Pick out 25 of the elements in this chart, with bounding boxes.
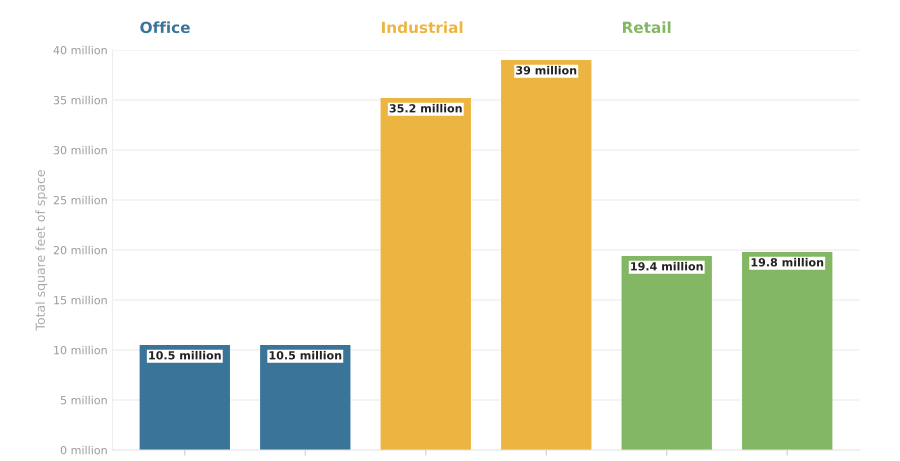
data-label: 19.8 million	[752, 258, 824, 267]
data-label: 10.5 million	[270, 350, 342, 360]
data-label: 35.2 million	[390, 104, 462, 113]
y-tick-label: 35 million	[54, 96, 107, 104]
y-tick-label: 30 million	[54, 146, 107, 154]
text: Office	[140, 21, 190, 34]
data-label: 39 million	[516, 66, 576, 75]
y-axis-title: Total square feet of space	[35, 170, 48, 331]
y-tick-label: 15 million	[54, 296, 107, 304]
text: Retail	[622, 21, 670, 34]
bar	[380, 98, 471, 450]
y-tick-label: 25 million	[54, 196, 107, 204]
bar	[140, 345, 230, 450]
text: Industrial	[382, 21, 462, 34]
bar	[622, 256, 712, 450]
bar	[501, 60, 592, 450]
y-tick-label: 0 million	[60, 446, 107, 454]
bar	[260, 345, 350, 450]
y-tick-label: 40 million	[54, 46, 107, 54]
data-label: 19.4 million	[631, 262, 703, 271]
bar	[742, 252, 832, 450]
y-tick-label: 20 million	[54, 246, 107, 254]
y-tick-label: 5 million	[60, 396, 107, 404]
data-label: 10.5 million	[149, 350, 221, 360]
y-tick-label: 10 million	[54, 346, 107, 354]
